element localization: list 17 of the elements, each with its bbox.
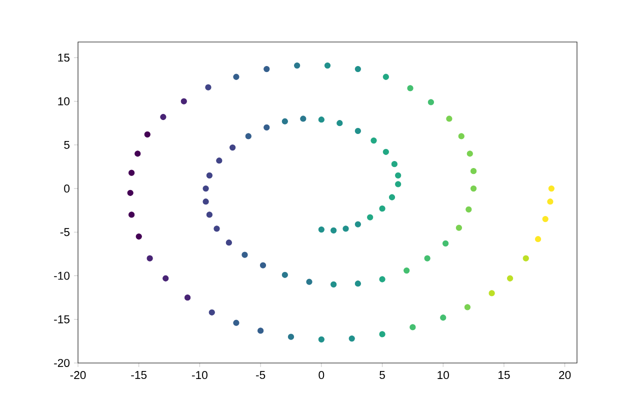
- y-tick-label: -20: [54, 358, 70, 367]
- x-tick-label: 15: [498, 371, 510, 379]
- y-tick-label: -15: [54, 315, 70, 324]
- y-tick-label: 0: [64, 184, 70, 193]
- y-tick-label: 5: [64, 140, 70, 149]
- y-tick-label: 10: [58, 97, 70, 106]
- x-tick-label: -20: [70, 371, 86, 380]
- x-tick-label: 0: [318, 371, 324, 380]
- x-tick-label: -5: [256, 371, 266, 379]
- x-tick-label: 20: [559, 371, 571, 380]
- x-tick-label: 10: [438, 371, 449, 380]
- y-tick-label: -5: [60, 228, 70, 236]
- x-tick-label: 5: [380, 371, 385, 379]
- x-tick-label: -15: [131, 371, 147, 379]
- y-tick-label: -10: [54, 272, 70, 280]
- x-tick-label: -10: [192, 371, 208, 380]
- y-tick-label: 15: [58, 54, 70, 62]
